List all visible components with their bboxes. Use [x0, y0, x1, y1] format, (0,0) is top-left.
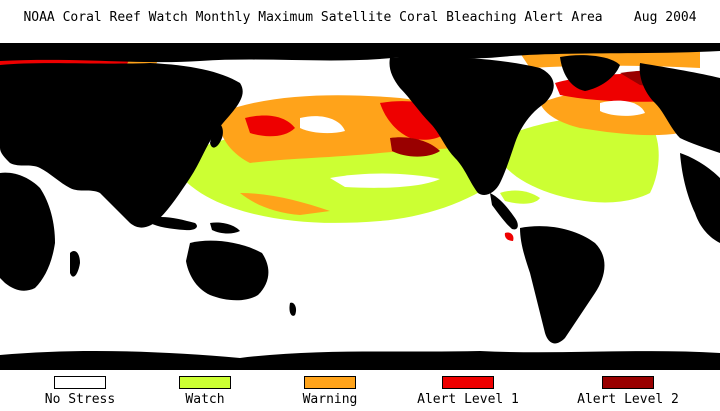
alert1-zone-west — [245, 115, 295, 137]
north-pacific-stress — [170, 95, 500, 223]
no-stress-patch — [600, 100, 645, 116]
world-map — [0, 43, 720, 370]
swatch-alert-level-2 — [602, 376, 654, 389]
pacific-alert1 — [504, 232, 514, 241]
swatch-alert-level-1 — [442, 376, 494, 389]
australia — [186, 240, 269, 301]
north-america — [389, 56, 554, 195]
africa-east-edge — [680, 153, 720, 243]
new-zealand — [289, 302, 297, 316]
europe-west — [639, 63, 720, 153]
swatch-no-stress — [54, 376, 106, 389]
watch-zone — [490, 114, 659, 203]
eurasia — [0, 63, 243, 228]
map-title: NOAA Coral Reef Watch Monthly Maximum Sa… — [23, 10, 697, 25]
warning-zone-lower — [240, 193, 330, 215]
legend-label: Alert Level 2 — [577, 392, 679, 407]
swatch-warning — [304, 376, 356, 389]
legend-item-watch: Watch — [135, 376, 275, 407]
legend-label: No Stress — [44, 392, 116, 407]
madagascar — [70, 251, 80, 277]
legend-item-no-stress: No Stress — [10, 376, 150, 407]
greenland — [560, 55, 620, 91]
antarctica — [0, 351, 720, 370]
legend-item-alert-level-1: Alert Level 1 — [398, 376, 538, 407]
indonesia — [150, 216, 197, 231]
swatch-watch — [179, 376, 231, 389]
legend-item-alert-level-2: Alert Level 2 — [558, 376, 698, 407]
no-stress-patch — [300, 116, 345, 134]
new-guinea — [210, 222, 240, 234]
legend-label: Watch — [185, 392, 225, 407]
japan — [210, 122, 223, 148]
legend-item-warning: Warning — [260, 376, 400, 407]
alert2-zone — [390, 137, 440, 157]
tropical-americas-stress — [500, 190, 540, 241]
land-masses — [0, 43, 720, 370]
caribbean-watch — [500, 190, 540, 204]
africa — [0, 172, 55, 291]
legend-label: Alert Level 1 — [417, 392, 519, 407]
legend-label: Warning — [302, 392, 358, 407]
no-stress-patch-east — [330, 173, 440, 188]
arctic-land — [0, 43, 720, 63]
central-america — [490, 193, 518, 230]
south-america — [520, 226, 605, 344]
